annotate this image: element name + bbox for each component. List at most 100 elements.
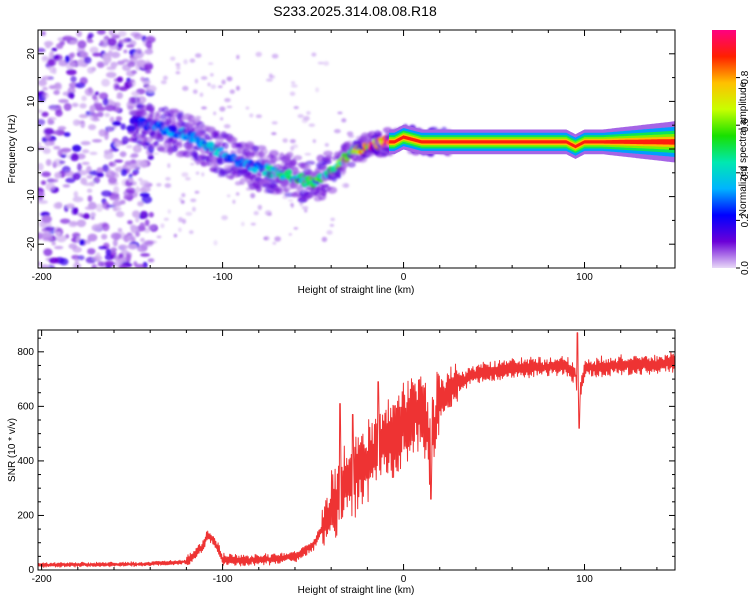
spectrogram-noise-blob — [194, 190, 200, 194]
spectrogram-noise-blob — [190, 162, 195, 166]
spectrogram-noise-blob — [120, 123, 126, 130]
spectrogram-noise-blob — [87, 32, 94, 38]
spectrogram-noise-blob — [297, 114, 304, 119]
spectrogram-halo-blob — [176, 140, 183, 146]
spectrogram-noise-blob — [132, 144, 142, 153]
spectrogram-noise-blob — [94, 91, 100, 96]
spectrogram-noise-blob — [312, 139, 317, 144]
spectrogram-halo-blob — [207, 136, 213, 141]
colorbar-tick-label: 0.8 — [740, 70, 750, 84]
spectrogram-noise-blob — [135, 186, 140, 194]
spectrogram-noise-blob — [68, 220, 78, 228]
spectrogram-noise-blob — [81, 95, 87, 102]
spectrogram-noise-blob — [48, 116, 57, 121]
spectrogram-noise-blob — [76, 30, 83, 38]
spectrogram-noise-blob — [45, 159, 52, 166]
spectrogram-noise-blob — [42, 147, 51, 155]
spectrogram-noise-blob — [71, 102, 79, 108]
spectrogram-noise-blob — [192, 206, 196, 212]
spectrogram-noise-blob — [44, 128, 55, 135]
spectrogram-noise-blob — [201, 106, 207, 110]
spectrogram-noise-blob — [96, 167, 104, 174]
spectrogram-noise-blob — [112, 171, 120, 179]
spectrogram-noise-blob — [86, 39, 94, 44]
spectrogram-noise-blob — [185, 176, 191, 181]
spectrogram-halo-blob — [304, 164, 312, 170]
spectrogram-noise-blob — [288, 233, 292, 236]
snr-panel: -200 -100 0 100 0 200 400 600 800 Height of str… — [7, 329, 676, 596]
spectrogram-noise-blob — [323, 61, 330, 66]
spectrogram-noise-blob — [38, 118, 46, 126]
spectrogram-noise-blob — [72, 232, 81, 239]
spectrogram-halo-blob — [161, 146, 169, 154]
spectrogram-noise-blob — [223, 124, 231, 129]
spectrogram-noise-blob — [114, 159, 124, 163]
spectrogram-noise-blob — [55, 109, 63, 117]
spectrogram-noise-blob — [110, 61, 118, 68]
spectrogram-noise-blob — [125, 253, 131, 262]
spectrogram-noise-blob — [293, 106, 299, 110]
spectrogram-noise-blob — [74, 256, 79, 265]
spectrogram-noise-blob — [112, 120, 122, 127]
spectrogram-halo-blob — [377, 131, 383, 137]
spectrogram-halo-blob — [136, 109, 147, 117]
spectrogram-noise-blob — [70, 154, 79, 162]
spectrogram-noise-blob — [160, 80, 167, 85]
spectrogram-noise-blob — [91, 117, 100, 122]
spectrogram-noise-blob — [144, 63, 152, 69]
spectrogram-noise-blob — [68, 61, 77, 67]
spectrogram-noise-blob — [176, 65, 181, 71]
spectrogram-noise-blob — [272, 241, 277, 245]
spectrogram-noise-blob — [126, 70, 136, 77]
spectrogram-noise-blob — [99, 40, 104, 46]
spectrogram-noise-blob — [152, 152, 160, 155]
spectrogram-noise-blob — [219, 106, 226, 112]
spectrogram-noise-blob — [308, 123, 316, 127]
spectrogram-halo-blob — [154, 114, 161, 121]
spectrogram-noise-blob — [274, 236, 281, 242]
spectrogram-noise-blob — [127, 243, 138, 250]
spectrogram-halo-blob — [147, 114, 154, 122]
spectrogram-band-layer — [389, 121, 675, 163]
spectrogram-noise-blob — [54, 82, 61, 89]
snr-y-tick-label: 800 — [17, 347, 34, 358]
spectrogram-noise-blob — [289, 139, 296, 144]
spectrogram-noise-blob — [92, 52, 102, 57]
spectrogram-noise-blob — [107, 177, 118, 184]
spectrogram-noise-blob — [38, 200, 48, 204]
spectrogram-noise-blob — [329, 223, 335, 227]
spectrogram-noise-blob — [103, 55, 112, 64]
spectrogram-halo-blob — [187, 115, 196, 122]
spectrogram-noise-blob — [87, 195, 93, 203]
spectrogram-noise-blob — [200, 76, 208, 80]
spectrogram-noise-blob — [67, 92, 75, 99]
spectrogram-noise-blob — [195, 171, 200, 175]
spectrogram-x-tick-label: 0 — [401, 272, 407, 283]
spectrogram-noise-blob — [219, 117, 224, 121]
spectrogram-noise-blob — [330, 217, 335, 221]
spectrogram-noise-blob — [95, 252, 101, 260]
spectrogram-halo-blob — [293, 155, 303, 161]
spectrogram-noise-blob — [162, 75, 168, 81]
spectrogram-noise-blob — [90, 212, 96, 218]
spectrogram-noise-blob — [132, 210, 140, 218]
spectrogram-noise-blob — [175, 62, 181, 67]
spectrogram-noise-blob — [116, 76, 124, 83]
spectrogram-noise-blob — [97, 111, 104, 118]
spectrogram-noise-blob — [139, 179, 150, 187]
spectrogram-marks — [38, 30, 675, 268]
colorbar-tick-label: 0.6 — [740, 118, 750, 132]
spectrogram-noise-blob — [62, 35, 74, 41]
spectrogram-noise-blob — [232, 199, 236, 204]
spectrogram-noise-blob — [91, 139, 103, 143]
spectrogram-noise-blob — [182, 85, 189, 92]
spectrogram-noise-blob — [69, 40, 78, 45]
spectrogram-noise-blob — [145, 40, 153, 49]
spectrogram-noise-blob — [109, 148, 114, 154]
spectrogram-noise-blob — [118, 253, 124, 259]
spectrogram-noise-blob — [87, 67, 95, 74]
snr-marks — [38, 332, 675, 568]
spectrogram-y-tick-label: 20 — [26, 48, 37, 60]
spectrogram-noise-blob — [133, 33, 144, 40]
spectrogram-noise-blob — [80, 177, 88, 185]
